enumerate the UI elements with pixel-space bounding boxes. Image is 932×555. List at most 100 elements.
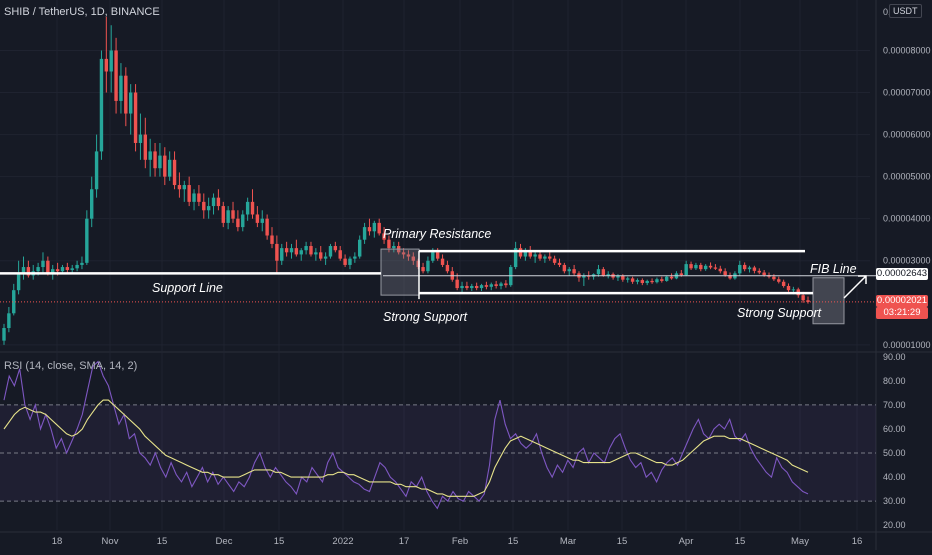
candle-body bbox=[621, 275, 625, 280]
candle-body bbox=[416, 260, 420, 268]
candle-body bbox=[435, 252, 440, 259]
candle-body bbox=[801, 295, 805, 301]
candle-body bbox=[728, 275, 732, 279]
candle-body bbox=[513, 248, 518, 268]
candle-body bbox=[552, 258, 557, 263]
candle-body bbox=[411, 256, 416, 261]
fib-line-label: FIB Line bbox=[810, 262, 857, 276]
candle-body bbox=[51, 269, 55, 274]
last-price-tag: 0.00002021 bbox=[876, 295, 928, 307]
candle-body bbox=[806, 300, 810, 302]
time-axis-label: 15 bbox=[735, 536, 746, 547]
candle-body bbox=[504, 283, 508, 286]
candle-body bbox=[538, 254, 542, 259]
candle-body bbox=[241, 214, 245, 228]
rsi-layer bbox=[3, 360, 809, 510]
candle-body bbox=[484, 285, 489, 287]
candle-body bbox=[660, 279, 664, 281]
time-axis-label: 15 bbox=[157, 536, 168, 547]
candle-body bbox=[528, 250, 532, 257]
candle-body bbox=[470, 285, 474, 289]
candle-body bbox=[133, 92, 138, 143]
rsi-axis-label: 20.00 bbox=[883, 520, 906, 530]
candle-body bbox=[772, 276, 776, 280]
support-line-label: Support Line bbox=[152, 281, 223, 295]
candle-body bbox=[119, 75, 123, 101]
currency-button[interactable]: USDT bbox=[889, 4, 922, 18]
candle-body bbox=[679, 273, 684, 276]
candle-body bbox=[786, 285, 791, 291]
candle-body bbox=[465, 285, 469, 289]
candle-body bbox=[353, 256, 357, 259]
candle-body bbox=[518, 248, 523, 257]
candle-body bbox=[606, 274, 610, 276]
time-axis-label: Mar bbox=[560, 536, 576, 547]
candle-body bbox=[36, 267, 40, 272]
candle-body bbox=[626, 278, 630, 280]
candle-body bbox=[70, 268, 74, 270]
level-layer bbox=[0, 248, 876, 325]
candle-body bbox=[280, 248, 284, 261]
primary-resistance-label: Primary Resistance bbox=[383, 227, 492, 241]
candle-body bbox=[596, 269, 601, 275]
time-axis-label: Dec bbox=[216, 536, 233, 547]
candle-body bbox=[562, 264, 567, 272]
candle-body bbox=[616, 275, 620, 278]
candle-body bbox=[104, 58, 109, 72]
candle-body bbox=[387, 239, 391, 249]
time-axis-label: 2022 bbox=[332, 536, 353, 547]
candle-body bbox=[114, 50, 118, 101]
candle-body bbox=[90, 189, 94, 219]
candle-body bbox=[548, 256, 552, 259]
candle-body bbox=[601, 269, 606, 276]
price-axis-label: 0.00004000 bbox=[883, 214, 931, 224]
candle-body bbox=[143, 134, 148, 160]
candle-body bbox=[236, 218, 240, 228]
candle-body bbox=[16, 273, 21, 291]
rsi-axis-label: 70.00 bbox=[883, 400, 906, 410]
candle-body bbox=[177, 185, 182, 190]
candle-body bbox=[323, 256, 328, 259]
candle-body bbox=[358, 239, 362, 257]
price-axis-label: 0.00003000 bbox=[883, 256, 931, 266]
candle-body bbox=[669, 276, 674, 279]
rsi-axis-label: 90.00 bbox=[883, 352, 906, 362]
candle-body bbox=[757, 270, 761, 273]
candle-body bbox=[99, 58, 104, 152]
price-axis-label: 0.00008000 bbox=[883, 45, 931, 55]
candle-body bbox=[231, 210, 235, 219]
candle-body bbox=[289, 248, 294, 253]
candle-layer bbox=[2, 16, 810, 345]
candle-body bbox=[260, 218, 264, 223]
axis-layer: 0.00008000 0.00007000 0.00006000 0.00005000… bbox=[52, 7, 931, 547]
candle-body bbox=[153, 151, 157, 169]
candle-body bbox=[221, 206, 225, 223]
candle-body bbox=[392, 246, 396, 249]
price-axis-label: 0.00007000 bbox=[883, 88, 931, 98]
candle-body bbox=[752, 267, 757, 271]
countdown-tag: 03:21:29 bbox=[876, 307, 928, 319]
range-box-right bbox=[812, 277, 845, 325]
rsi-axis-label: 40.00 bbox=[883, 472, 906, 482]
candle-body bbox=[777, 279, 781, 282]
candle-body bbox=[460, 285, 464, 289]
candle-body bbox=[255, 214, 260, 223]
candle-body bbox=[206, 206, 211, 211]
candle-body bbox=[338, 250, 342, 259]
candle-body bbox=[12, 290, 16, 314]
rsi-band-layer bbox=[0, 404, 876, 502]
candle-body bbox=[202, 201, 206, 211]
candle-body bbox=[333, 246, 338, 251]
candle-body bbox=[781, 281, 786, 286]
candle-body bbox=[265, 218, 269, 236]
candle-body bbox=[738, 264, 742, 274]
candle-body bbox=[440, 258, 445, 265]
candle-body bbox=[328, 246, 333, 257]
candle-body bbox=[124, 75, 128, 114]
candle-body bbox=[494, 284, 498, 286]
strong-support-label-left: Strong Support bbox=[383, 310, 468, 324]
candle-body bbox=[499, 283, 503, 286]
candle-body bbox=[46, 260, 50, 274]
